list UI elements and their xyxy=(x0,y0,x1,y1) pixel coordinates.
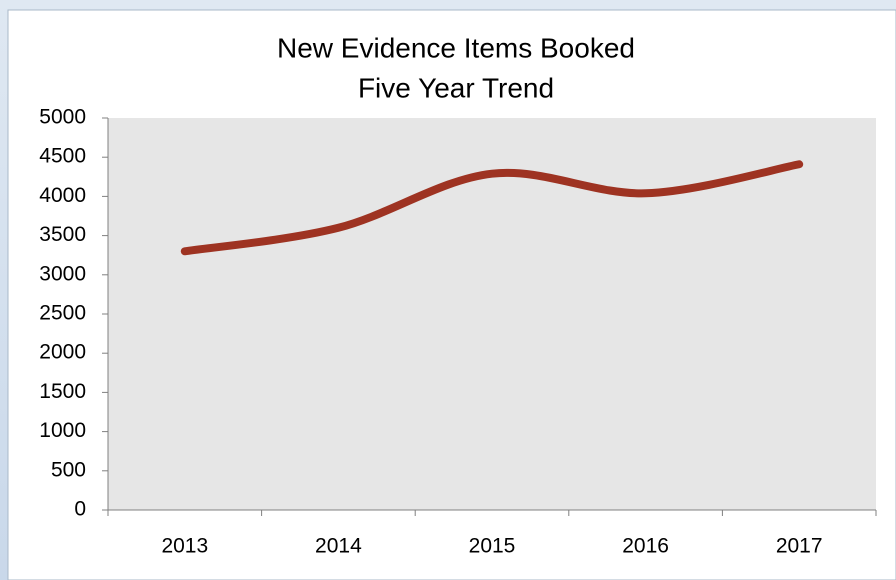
y-tick-label: 1000 xyxy=(39,419,86,442)
y-tick-label: 4000 xyxy=(39,184,86,207)
y-tick-label: 5000 xyxy=(39,106,86,129)
y-tick-label: 4500 xyxy=(39,145,86,168)
y-tick-label: 500 xyxy=(51,458,86,481)
chart-title: New Evidence Items Booked xyxy=(277,32,635,63)
x-tick-label: 2015 xyxy=(469,535,516,558)
y-tick-label: 0 xyxy=(74,498,86,521)
plot-area xyxy=(108,118,876,510)
y-tick-label: 1500 xyxy=(39,380,86,403)
y-tick-label: 2000 xyxy=(39,341,86,364)
chart-subtitle: Five Year Trend xyxy=(358,72,554,103)
x-tick-label: 2014 xyxy=(315,535,362,558)
data-line xyxy=(180,160,804,256)
y-tick-label: 3500 xyxy=(39,223,86,246)
y-tick-label: 2500 xyxy=(39,302,86,325)
y-tick-label: 3000 xyxy=(39,262,86,285)
x-tick-label: 2013 xyxy=(161,535,208,558)
x-tick-label: 2017 xyxy=(776,535,823,558)
x-tick-label: 2016 xyxy=(622,535,669,558)
